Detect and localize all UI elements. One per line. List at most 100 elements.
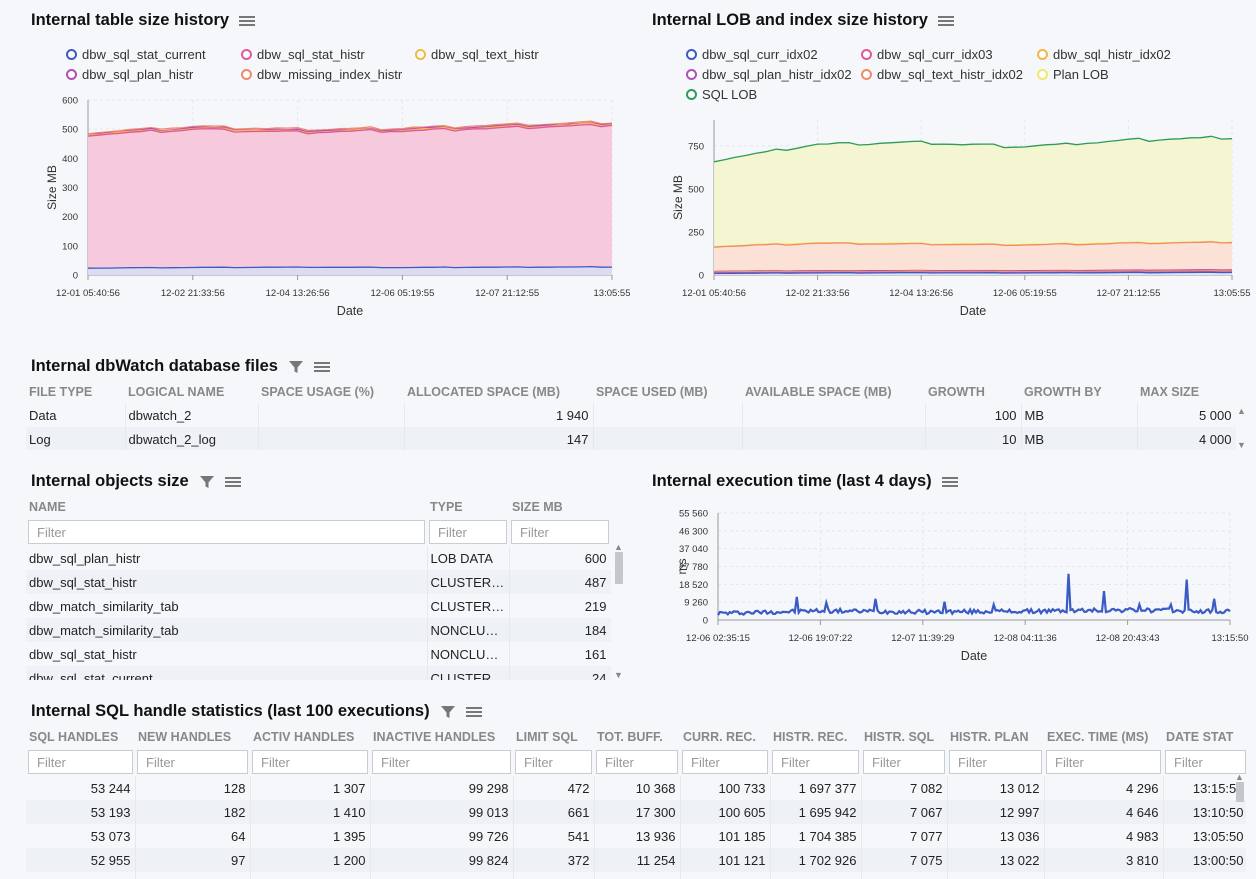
filter-cell: Filter (770, 748, 861, 776)
legend-item[interactable]: Plan LOB (1037, 67, 1109, 82)
legend-item[interactable]: dbw_sql_plan_histr_idx02 (686, 67, 852, 82)
hamburger-menu-icon[interactable] (937, 15, 954, 27)
series-line[interactable] (87, 120, 613, 135)
legend-item[interactable]: dbw_sql_curr_idx02 (686, 47, 818, 62)
series-line[interactable] (717, 573, 1231, 616)
objects-scrollbar[interactable]: ▲ ▼ (613, 542, 625, 680)
hamburger-menu-icon[interactable] (239, 15, 256, 27)
funnel-filter-icon[interactable] (199, 474, 215, 490)
legend-item[interactable]: dbw_sql_stat_current (66, 47, 206, 62)
legend-marker-icon (861, 69, 872, 80)
table-row[interactable]: 53 244 128 1 307 99 298 472 10 368 100 733 1 69… (26, 776, 1246, 800)
column-filter-input[interactable]: Filter (429, 520, 507, 544)
column-filter-input[interactable]: Filter (596, 750, 678, 774)
legend-item[interactable]: dbw_sql_text_histr (415, 47, 539, 62)
hamburger-menu-icon[interactable] (224, 476, 241, 488)
column-header[interactable]: ALLOCATED SPACE (MB) (407, 385, 560, 399)
column-header[interactable]: LOGICAL NAME (128, 385, 225, 399)
column-filter-input[interactable]: Filter (863, 750, 945, 774)
column-header[interactable]: SQL HANDLES (29, 730, 119, 744)
table-row[interactable]: 53 073 64 1 395 99 726 541 13 936 101 185 1 704… (26, 824, 1246, 848)
column-header[interactable]: SPACE USAGE (%) (261, 385, 374, 399)
column-header[interactable]: EXEC. TIME (MS) (1047, 730, 1149, 744)
column-filter-input[interactable]: Filter (372, 750, 511, 774)
column-filter-input[interactable]: Filter (252, 750, 368, 774)
column-header[interactable]: SIZE MB (512, 500, 563, 514)
series-line[interactable] (713, 269, 1233, 273)
column-filter-input[interactable]: Filter (772, 750, 859, 774)
legend-item[interactable]: dbw_missing_index_histr (241, 67, 402, 82)
column-header[interactable]: INACTIVE HANDLES (373, 730, 496, 744)
column-header[interactable]: HISTR. PLAN (950, 730, 1029, 744)
column-header[interactable]: TOT. BUFF. (597, 730, 663, 744)
series-line[interactable] (713, 271, 1233, 275)
column-header[interactable]: DATE STAT (1166, 730, 1234, 744)
series-line[interactable] (87, 265, 613, 269)
scrollbar-thumb[interactable] (1236, 782, 1244, 802)
column-header[interactable]: HISTR. SQL (864, 730, 935, 744)
series-line[interactable] (713, 271, 1233, 274)
series-line[interactable] (713, 241, 1233, 248)
column-header[interactable]: AVAILABLE SPACE (MB) (745, 385, 892, 399)
column-filter-input[interactable]: Filter (137, 750, 248, 774)
table-row[interactable]: dbw_sql_plan_histr LOB DATA 600 (26, 546, 611, 570)
db-files-scrollbar[interactable]: ▲ ▼ (1236, 406, 1248, 450)
scrollbar-thumb[interactable] (615, 552, 623, 584)
column-header[interactable]: GROWTH BY (1024, 385, 1102, 399)
hamburger-menu-icon[interactable] (313, 361, 330, 373)
column-header[interactable]: GROWTH (928, 385, 985, 399)
scroll-up-icon[interactable]: ▲ (1237, 406, 1246, 416)
series-line[interactable] (87, 122, 613, 136)
table-row[interactable]: 52 869881 21699 71051814 460101 0341 701… (26, 872, 1246, 879)
column-header[interactable]: TYPE (430, 500, 463, 514)
column-header[interactable]: CURR. REC. (683, 730, 756, 744)
column-filter-input[interactable]: Filter (515, 750, 592, 774)
table-row[interactable]: dbw_sql_stat_histr NONCLUS... 161 (26, 642, 611, 666)
table-cell: 372 (513, 848, 595, 872)
column-filter-input[interactable]: Filter (1046, 750, 1161, 774)
scroll-down-icon[interactable]: ▼ (1237, 440, 1246, 450)
column-header[interactable]: MAX SIZE (1140, 385, 1200, 399)
table-row[interactable]: Data dbwatch_2 1 940 100 MB 5 000 (26, 403, 1236, 427)
legend-item[interactable]: dbw_sql_curr_idx03 (861, 47, 993, 62)
table-row[interactable]: 52 955 97 1 200 99 824 372 11 254 101 121 1 702… (26, 848, 1246, 872)
column-filter-input[interactable]: Filter (1165, 750, 1246, 774)
scroll-up-icon[interactable]: ▲ (1235, 772, 1244, 782)
legend-label: Plan LOB (1053, 67, 1109, 82)
column-filter-input[interactable]: Filter (511, 520, 609, 544)
column-header[interactable]: NAME (29, 500, 66, 514)
series-line[interactable] (87, 123, 613, 137)
column-header[interactable]: FILE TYPE (29, 385, 93, 399)
column-header[interactable]: LIMIT SQL (516, 730, 578, 744)
funnel-filter-icon[interactable] (288, 359, 304, 375)
scroll-up-icon[interactable]: ▲ (614, 542, 623, 552)
table-row[interactable]: Log dbwatch_2_log 147 10 MB 4 000 (26, 427, 1236, 450)
column-header[interactable]: SPACE USED (MB) (596, 385, 708, 399)
legend-item[interactable]: dbw_sql_plan_histr (66, 67, 193, 82)
column-filter-input[interactable]: Filter (949, 750, 1042, 774)
column-header[interactable]: HISTR. REC. (773, 730, 848, 744)
column-filter-input[interactable]: Filter (682, 750, 768, 774)
filter-cell: Filter (947, 748, 1044, 776)
column-header[interactable]: ACTIV HANDLES (253, 730, 355, 744)
legend-marker-icon (66, 49, 77, 60)
hamburger-menu-icon[interactable] (465, 706, 482, 718)
legend-item[interactable]: SQL LOB (686, 87, 757, 102)
table-row[interactable]: dbw_match_similarity_tab CLUSTERED 219 (26, 594, 611, 618)
legend-item[interactable]: dbw_sql_stat_histr (241, 47, 365, 62)
funnel-filter-icon[interactable] (440, 704, 456, 720)
column-header[interactable]: NEW HANDLES (138, 730, 232, 744)
table-row[interactable]: dbw_sql_stat_current CLUSTERED 24 (26, 666, 611, 680)
table-row[interactable]: dbw_sql_stat_histr CLUSTERED 487 (26, 570, 611, 594)
legend-item[interactable]: dbw_sql_histr_idx02 (1037, 47, 1171, 62)
table-row[interactable]: dbw_match_similarity_tab NONCLUS... 184 (26, 618, 611, 642)
sql-handles-scrollbar[interactable]: ▲ (1234, 772, 1246, 879)
column-filter-input[interactable]: Filter (28, 520, 425, 544)
legend-item[interactable]: dbw_sql_text_histr_idx02 (861, 67, 1023, 82)
hamburger-menu-icon[interactable] (941, 476, 958, 488)
series-line[interactable] (713, 135, 1233, 163)
scroll-down-icon[interactable]: ▼ (614, 670, 623, 680)
legend-marker-icon (1037, 69, 1048, 80)
column-filter-input[interactable]: Filter (28, 750, 133, 774)
table-row[interactable]: 53 193 182 1 410 99 013 661 17 300 100 605 1 69… (26, 800, 1246, 824)
